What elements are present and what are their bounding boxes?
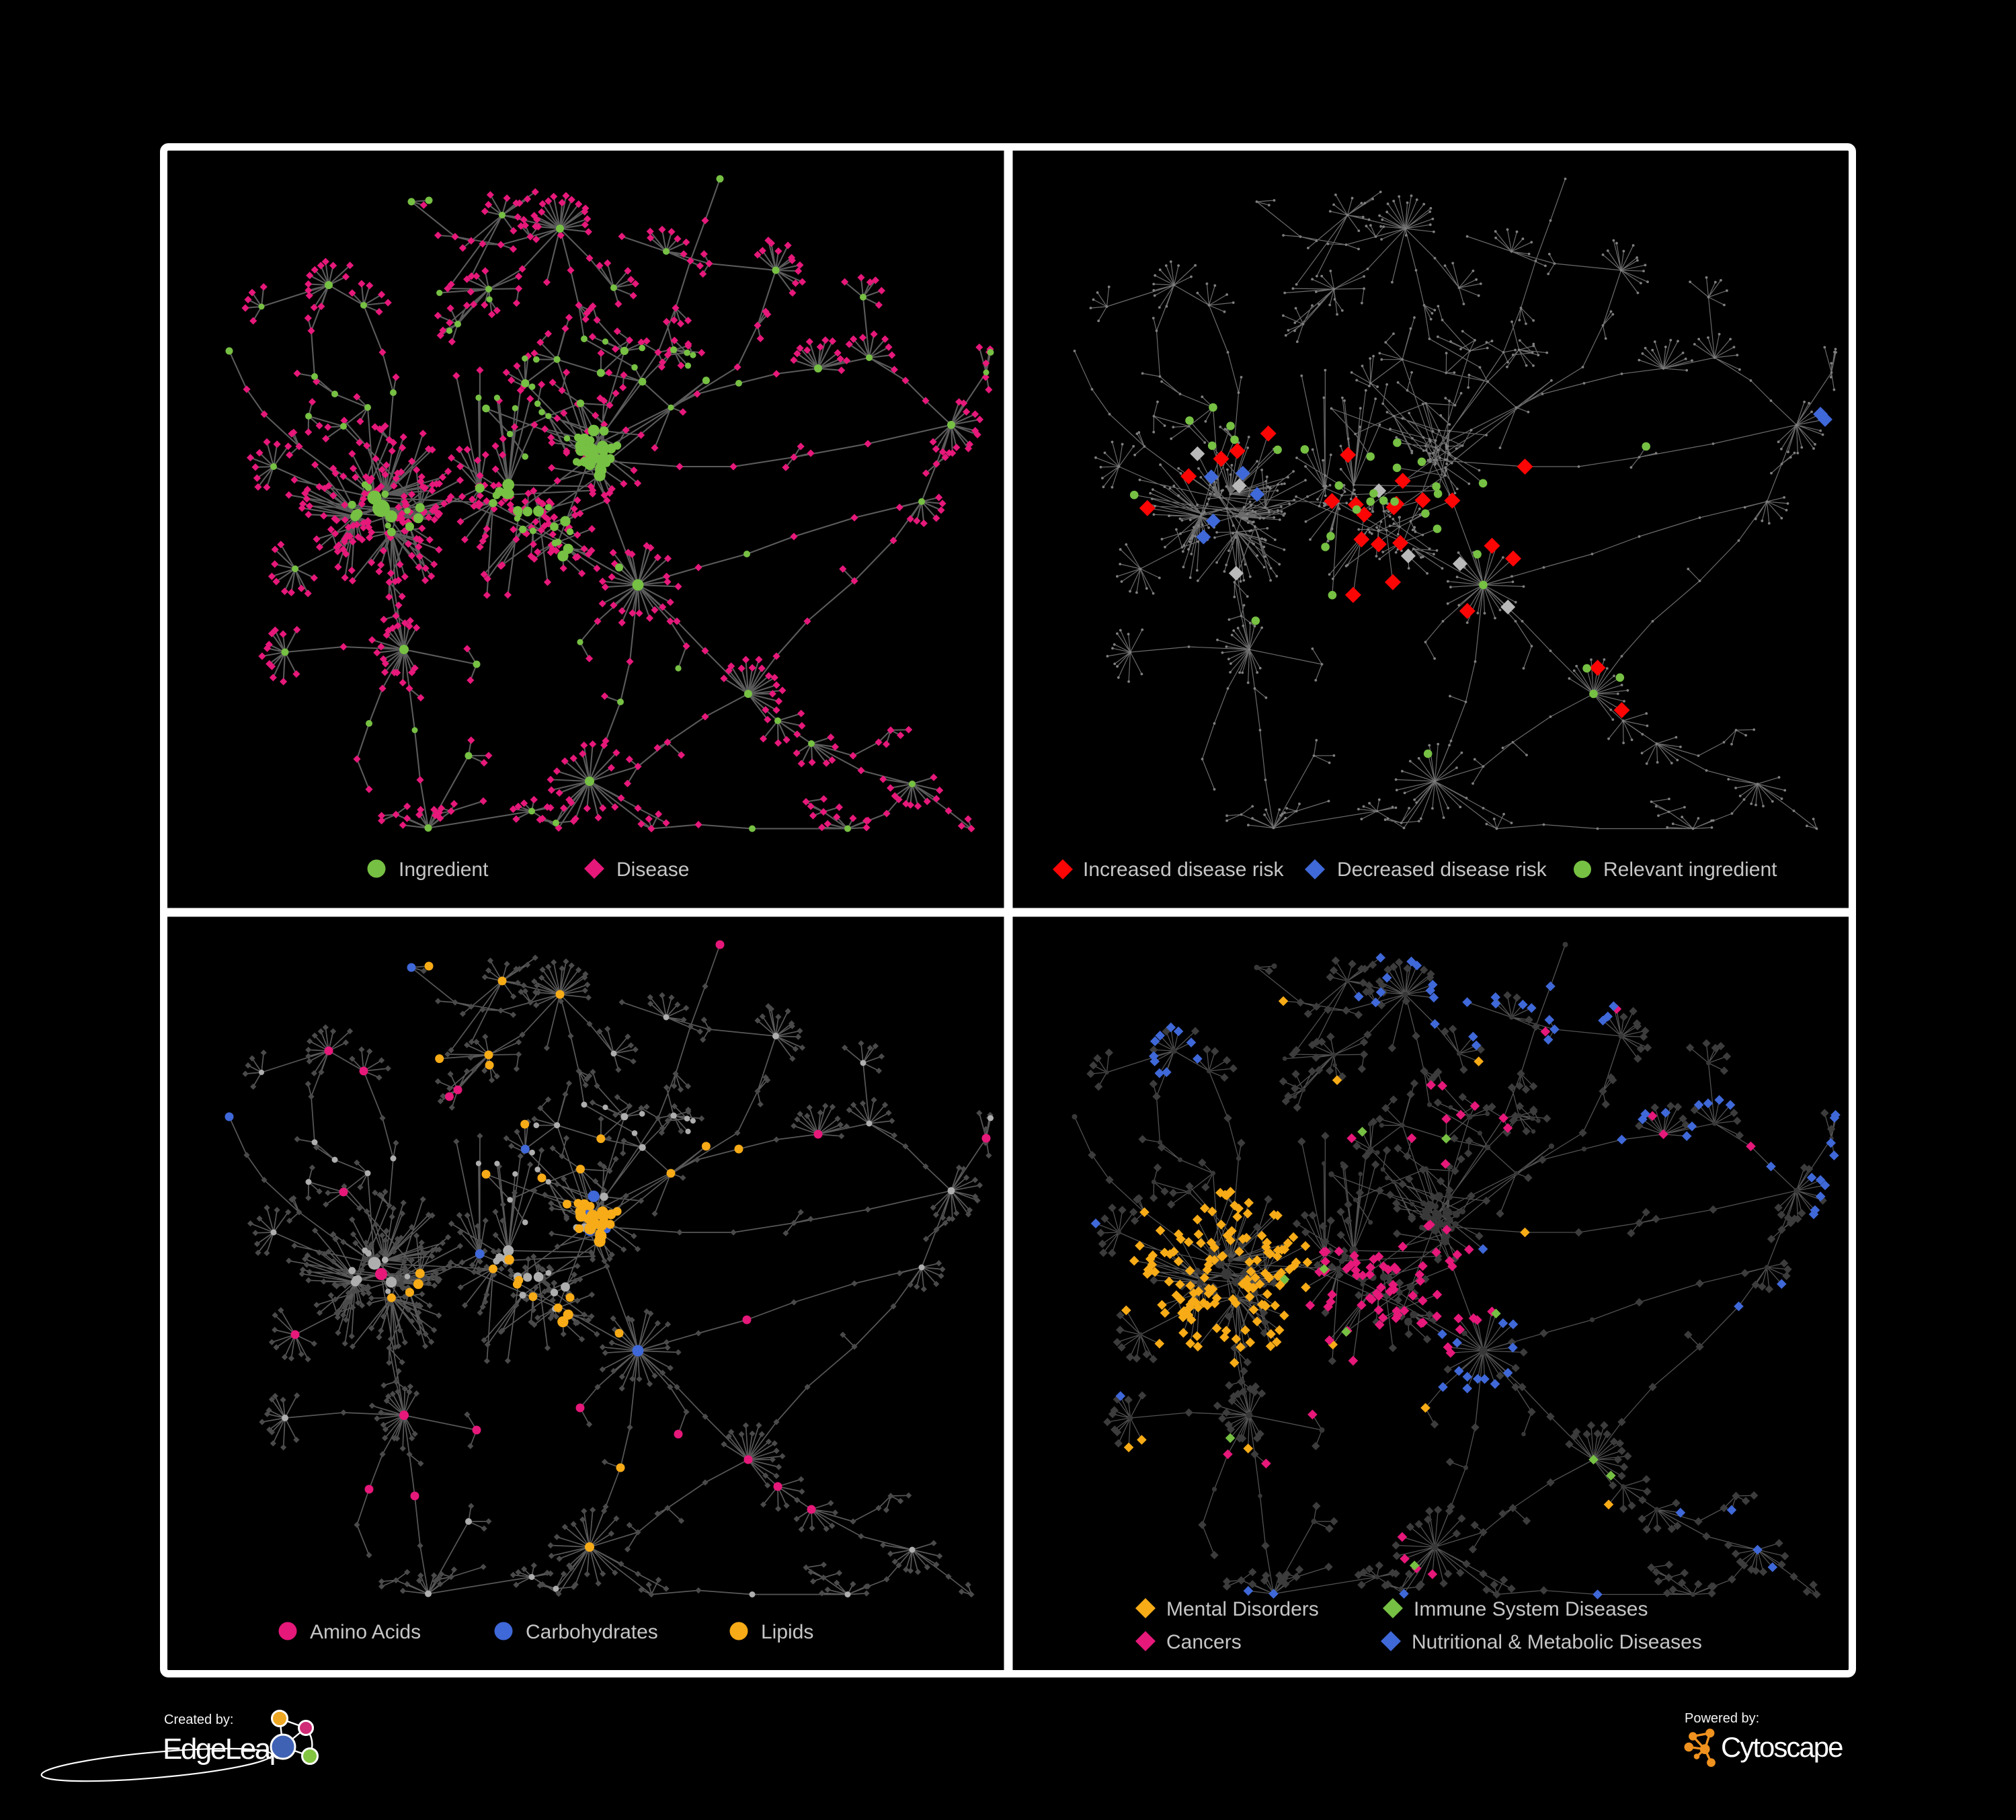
svg-text:Powered by:: Powered by: [1685,1711,1759,1726]
svg-text:Nutritional & Metabolic Diseas: Nutritional & Metabolic Diseases [1412,1631,1702,1653]
svg-text:Decreased disease risk: Decreased disease risk [1337,859,1547,881]
svg-text:Increased disease risk: Increased disease risk [1083,859,1284,881]
svg-text:Carbohydrates: Carbohydrates [526,1621,658,1643]
svg-text:Cancers: Cancers [1166,1631,1242,1653]
svg-text:Disease: Disease [616,859,689,881]
svg-text:Immune System Diseases: Immune System Diseases [1414,1598,1648,1620]
svg-text:Relevant ingredient: Relevant ingredient [1603,859,1777,881]
svg-text:Mental Disorders: Mental Disorders [1166,1598,1319,1620]
svg-text:Lipids: Lipids [761,1621,813,1643]
svg-text:Created by:: Created by: [164,1712,233,1727]
svg-text:Amino Acids: Amino Acids [310,1621,421,1643]
svg-text:Ingredient: Ingredient [399,859,489,881]
svg-text:Cytoscape: Cytoscape [1721,1731,1843,1763]
